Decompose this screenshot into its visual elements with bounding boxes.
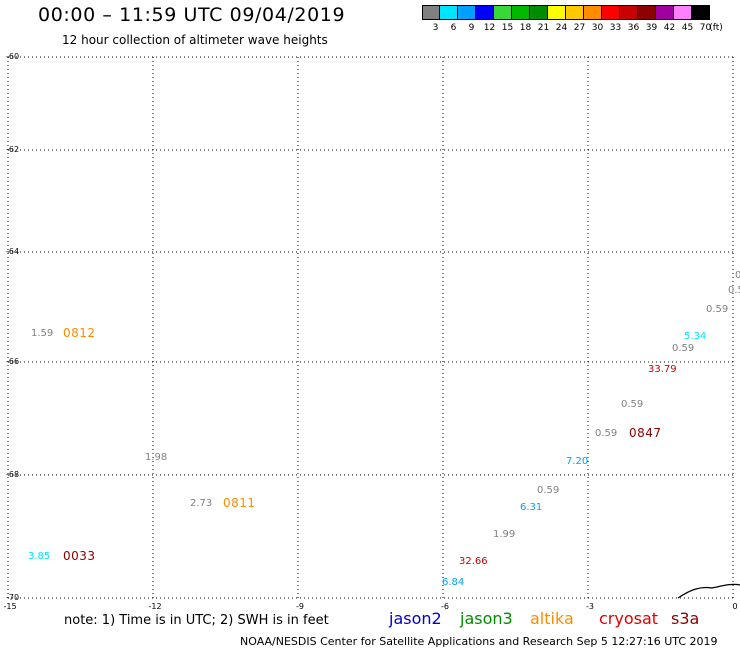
wave-height-value: 33.79 bbox=[648, 364, 677, 375]
longitude-label: -6 bbox=[441, 602, 449, 611]
color-scale-label: 70 bbox=[699, 23, 712, 33]
color-scale-label: 6 bbox=[450, 23, 457, 33]
color-scale-label: 24 bbox=[555, 23, 568, 33]
color-scale-frame bbox=[422, 5, 710, 20]
color-scale-label: 33 bbox=[609, 23, 622, 33]
pass-time-label: 0812 bbox=[63, 326, 96, 340]
color-swatch bbox=[674, 5, 692, 20]
color-swatch bbox=[584, 5, 602, 20]
graticule bbox=[7, 56, 734, 599]
longitude-label: -15 bbox=[3, 602, 17, 611]
color-swatch bbox=[476, 5, 494, 20]
latitude-label: -70 bbox=[6, 593, 20, 602]
map-title: 00:00 – 11:59 UTC 09/04/2019 bbox=[38, 4, 346, 26]
longitude-label: -3 bbox=[586, 602, 594, 611]
pass-time-label: 0033 bbox=[63, 549, 96, 563]
color-scale-label: 39 bbox=[645, 23, 658, 33]
longitude-label: -9 bbox=[296, 602, 304, 611]
color-swatch bbox=[440, 5, 458, 20]
map-subtitle: 12 hour collection of altimeter wave hei… bbox=[62, 33, 328, 47]
latitude-label: -60 bbox=[6, 52, 20, 61]
wave-height-value: 6.31 bbox=[520, 502, 543, 513]
wave-height-value: 6.84 bbox=[442, 577, 465, 588]
color-swatch bbox=[638, 5, 656, 20]
pass-time-label: 0847 bbox=[629, 426, 662, 440]
latitude-label: -66 bbox=[6, 357, 20, 366]
satellite-legend-altika: altika bbox=[530, 609, 574, 628]
coastline bbox=[677, 583, 740, 599]
wave-height-value: 2.73 bbox=[190, 498, 213, 509]
color-scale-label: 21 bbox=[537, 23, 550, 33]
color-swatch bbox=[422, 5, 440, 20]
color-scale-label: 12 bbox=[483, 23, 496, 33]
color-swatch bbox=[656, 5, 674, 20]
wave-height-value: 1.99 bbox=[493, 529, 516, 540]
wave-height-value: 1.98 bbox=[145, 452, 168, 463]
color-scale-label: 42 bbox=[663, 23, 676, 33]
wave-height-value: 7.20 bbox=[566, 456, 589, 467]
pass-time-label: 0811 bbox=[223, 496, 256, 510]
latitude-label: -62 bbox=[6, 145, 20, 154]
color-swatch bbox=[530, 5, 548, 20]
longitude-label: 0 bbox=[732, 602, 738, 611]
satellite-legend-jason3: jason3 bbox=[460, 609, 513, 628]
color-scale-label: 27 bbox=[573, 23, 586, 33]
color-swatch bbox=[620, 5, 638, 20]
wave-height-value: 5.34 bbox=[684, 331, 707, 342]
wave-height-value: 0.59 bbox=[706, 304, 729, 315]
longitude-label: -12 bbox=[148, 602, 162, 611]
wave-height-value: 0 bbox=[735, 270, 740, 281]
color-swatch bbox=[548, 5, 566, 20]
color-swatch bbox=[512, 5, 530, 20]
wave-height-value: 32.66 bbox=[459, 556, 488, 567]
color-scale-label: 18 bbox=[519, 23, 532, 33]
footer-note: note: 1) Time is in UTC; 2) SWH is in fe… bbox=[64, 613, 329, 628]
color-swatch bbox=[494, 5, 512, 20]
latitude-label: -64 bbox=[6, 247, 20, 256]
wave-height-value: 1.59 bbox=[31, 328, 54, 339]
color-swatch bbox=[602, 5, 620, 20]
footer-credit: NOAA/NESDIS Center for Satellite Applica… bbox=[240, 635, 718, 648]
color-scale-label: 30 bbox=[591, 23, 604, 33]
color-swatch bbox=[566, 5, 584, 20]
wave-height-value: 0.5 bbox=[728, 285, 740, 296]
latitude-label: -68 bbox=[6, 470, 20, 479]
wave-height-value: 3.85 bbox=[28, 551, 51, 562]
color-scale-label: 36 bbox=[627, 23, 640, 33]
wave-height-value: 0.59 bbox=[595, 428, 618, 439]
color-scale-unit: (ft) bbox=[709, 23, 723, 33]
color-swatch bbox=[458, 5, 476, 20]
wave-height-value: 0.59 bbox=[672, 343, 695, 354]
wave-height-value: 0.59 bbox=[537, 485, 560, 496]
satellite-legend-jason2: jason2 bbox=[389, 609, 442, 628]
satellite-legend-s3a: s3a bbox=[671, 609, 700, 628]
color-scale-label: 45 bbox=[681, 23, 694, 33]
color-scale-label: 9 bbox=[468, 23, 475, 33]
color-scale-label: 3 bbox=[432, 23, 439, 33]
satellite-legend-cryosat: cryosat bbox=[599, 609, 659, 628]
wave-height-value: 0.59 bbox=[621, 399, 644, 410]
color-scale-label: 15 bbox=[501, 23, 514, 33]
